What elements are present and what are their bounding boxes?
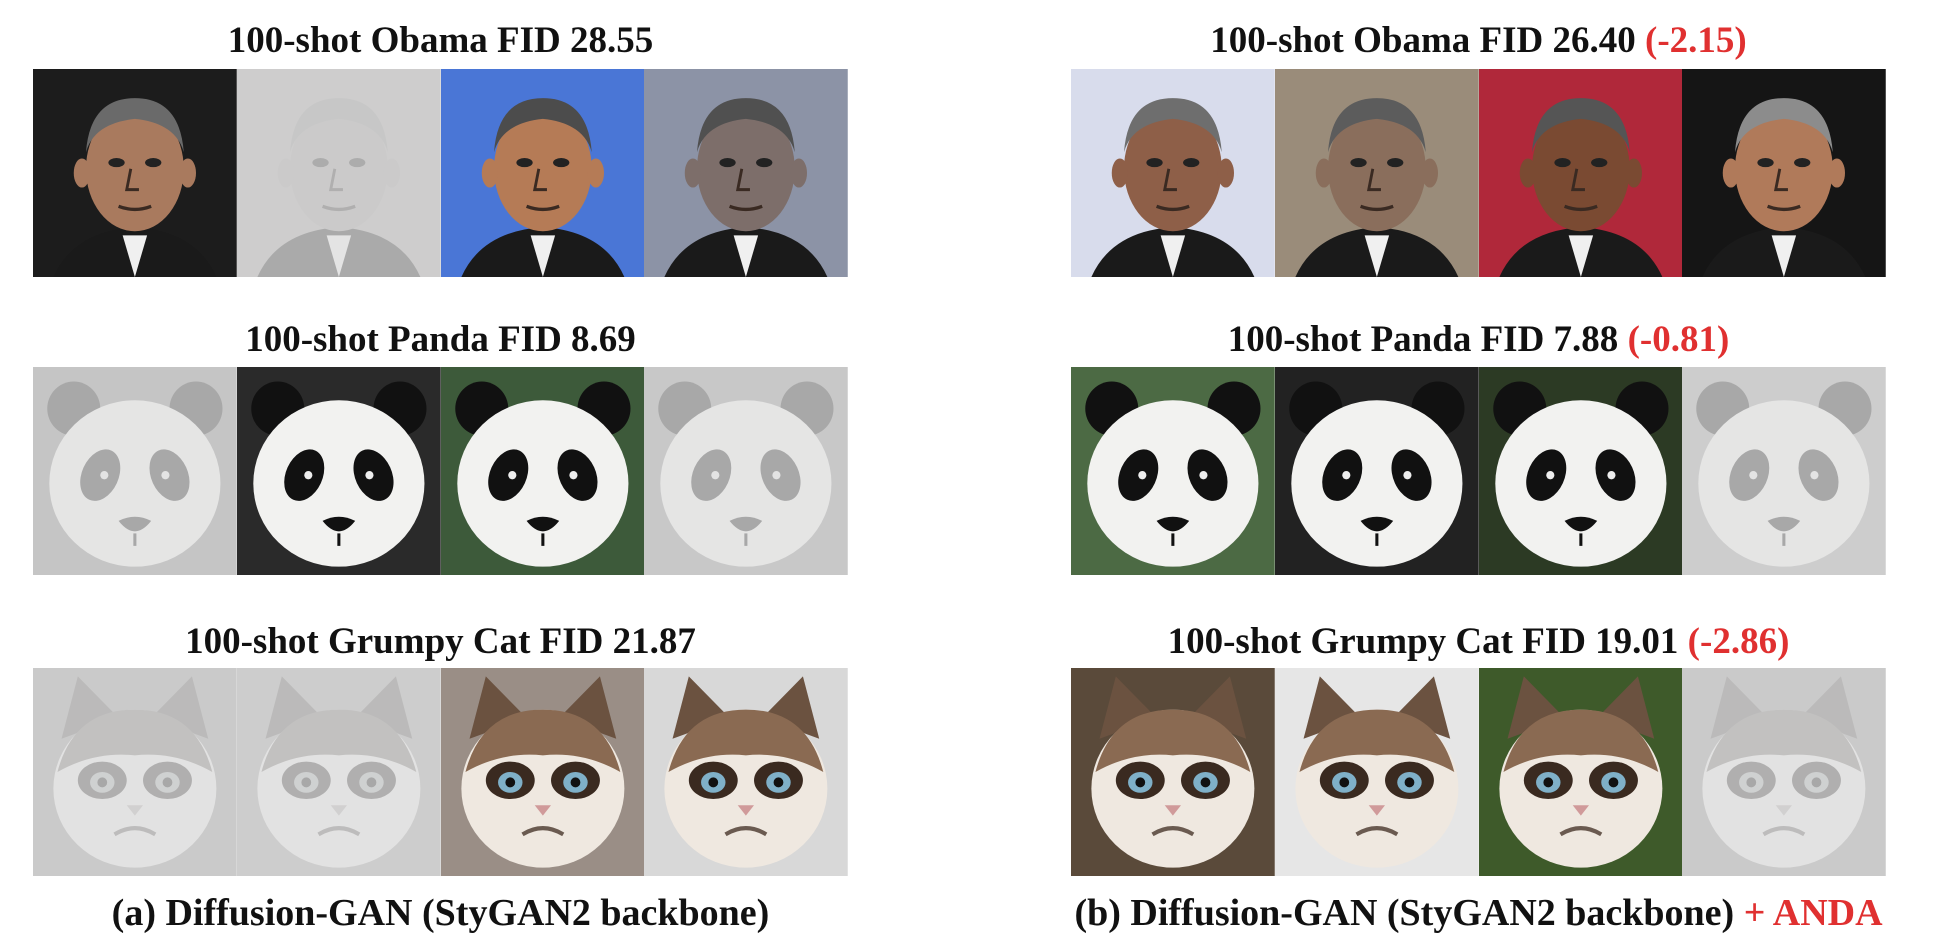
cat-sample-image [644, 668, 848, 876]
row-title-obama-a: 100-shot Obama FID 28.55 [227, 20, 654, 61]
cat-sample-image [33, 668, 237, 876]
panda-sample-image [33, 367, 237, 575]
panda-sample-image [1682, 367, 1886, 575]
caption-suffix: + ANDA [1743, 892, 1883, 934]
panda-sample-image [644, 367, 848, 575]
face-sample-image [440, 69, 645, 277]
cat-sample-image [440, 668, 645, 876]
face-sample-image [1071, 69, 1275, 277]
panda-sample-image [236, 367, 441, 575]
cat-sample-image [236, 668, 441, 876]
cat-sample-image [1478, 668, 1683, 876]
row-title-panda-b: 100-shot Panda FID 7.88 (-0.81) [1227, 319, 1730, 360]
fid-delta: (-0.81) [1627, 319, 1730, 360]
face-sample-image [236, 69, 441, 277]
face-sample-image [644, 69, 848, 277]
row-title-cat-b: 100-shot Grumpy Cat FID 19.01 (-2.86) [1167, 621, 1790, 662]
row-title-obama-b: 100-shot Obama FID 26.40 (-2.15) [1210, 20, 1747, 61]
caption-b: (b) Diffusion-GAN (StyGAN2 backbone) + A… [1074, 892, 1883, 934]
image-strip-cat-a [33, 668, 848, 876]
face-sample-image [1274, 69, 1479, 277]
face-sample-image [1478, 69, 1683, 277]
image-strip-obama-a [33, 69, 848, 277]
row-title-cat-a: 100-shot Grumpy Cat FID 21.87 [185, 621, 696, 662]
cat-sample-image [1071, 668, 1275, 876]
image-strip-panda-b [1071, 367, 1886, 575]
panda-sample-image [1478, 367, 1683, 575]
panda-sample-image [440, 367, 645, 575]
face-sample-image [33, 69, 237, 277]
panda-sample-image [1274, 367, 1479, 575]
fid-delta: (-2.15) [1645, 20, 1747, 61]
fid-delta: (-2.86) [1687, 621, 1790, 662]
cat-sample-image [1274, 668, 1479, 876]
image-strip-obama-b [1071, 69, 1886, 277]
caption-a: (a) Diffusion-GAN (StyGAN2 backbone) [111, 892, 770, 934]
image-strip-cat-b [1071, 668, 1886, 876]
row-title-panda-a: 100-shot Panda FID 8.69 [245, 319, 636, 360]
cat-sample-image [1682, 668, 1886, 876]
face-sample-image [1682, 69, 1886, 277]
panda-sample-image [1071, 367, 1275, 575]
image-strip-panda-a [33, 367, 848, 575]
